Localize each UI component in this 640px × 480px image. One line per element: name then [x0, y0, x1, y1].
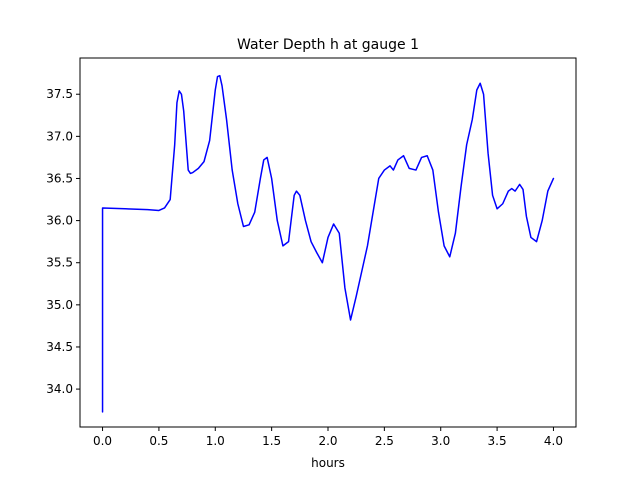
x-axis: 0.0 0.5 1.0 1.5 2.0 2.5 3.0 3.5 4.0 — [93, 427, 563, 448]
x-tick-label: 0.5 — [149, 434, 168, 448]
y-tick-label: 37.5 — [46, 87, 73, 101]
y-tick-label: 36.0 — [46, 214, 73, 228]
x-tick-label: 1.0 — [206, 434, 225, 448]
y-tick-label: 37.0 — [46, 129, 73, 143]
x-tick-label: 1.5 — [262, 434, 281, 448]
x-tick-label: 2.0 — [318, 434, 337, 448]
y-tick-label: 36.5 — [46, 171, 73, 185]
y-tick-label: 35.0 — [46, 298, 73, 312]
x-axis-title: hours — [311, 456, 345, 470]
x-tick-label: 4.0 — [544, 434, 563, 448]
x-tick-label: 2.5 — [375, 434, 394, 448]
y-tick-label: 35.5 — [46, 256, 73, 270]
x-tick-label: 3.5 — [488, 434, 507, 448]
y-tick-label: 34.5 — [46, 340, 73, 354]
chart-title: Water Depth h at gauge 1 — [237, 37, 419, 53]
y-axis: 34.0 34.5 35.0 35.5 36.0 36.5 37.0 37.5 — [46, 87, 80, 396]
y-tick-label: 34.0 — [46, 382, 73, 396]
x-tick-label: 3.0 — [431, 434, 450, 448]
series-line-0 — [101, 74, 555, 413]
x-tick-label: 0.0 — [93, 434, 112, 448]
